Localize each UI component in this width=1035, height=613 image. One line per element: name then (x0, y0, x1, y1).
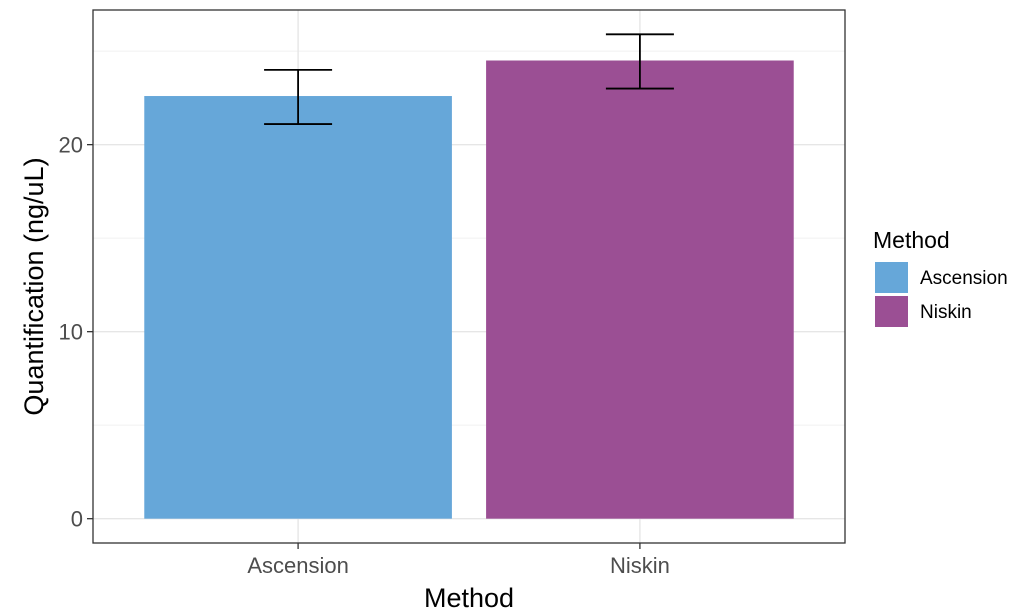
x-axis: Ascension Niskin (247, 543, 670, 578)
legend-swatch-ascension (875, 262, 908, 293)
bar-ascension (144, 96, 452, 519)
y-tick-label: 10 (59, 320, 83, 345)
legend-label-ascension: Ascension (920, 268, 1008, 289)
legend-title: Method (873, 227, 950, 253)
y-tick-label: 20 (59, 133, 83, 158)
x-tick-label: Niskin (610, 553, 670, 578)
bar-niskin (486, 60, 794, 519)
x-axis-title: Method (424, 583, 514, 613)
error-bars (264, 33, 674, 125)
y-tick-label: 0 (71, 507, 83, 532)
y-axis: 0 10 20 (59, 133, 93, 532)
error-bar-ascension (264, 68, 333, 125)
legend: Method Ascension Niskin (873, 227, 1008, 327)
y-axis-title: Quantification (ng/uL) (19, 157, 49, 415)
error-bar-niskin (605, 33, 674, 90)
legend-label-niskin: Niskin (920, 302, 972, 323)
legend-swatch-niskin (875, 296, 908, 327)
bars (144, 60, 794, 519)
plot-panel-border (92, 9, 846, 544)
x-tick-label: Ascension (247, 553, 349, 578)
